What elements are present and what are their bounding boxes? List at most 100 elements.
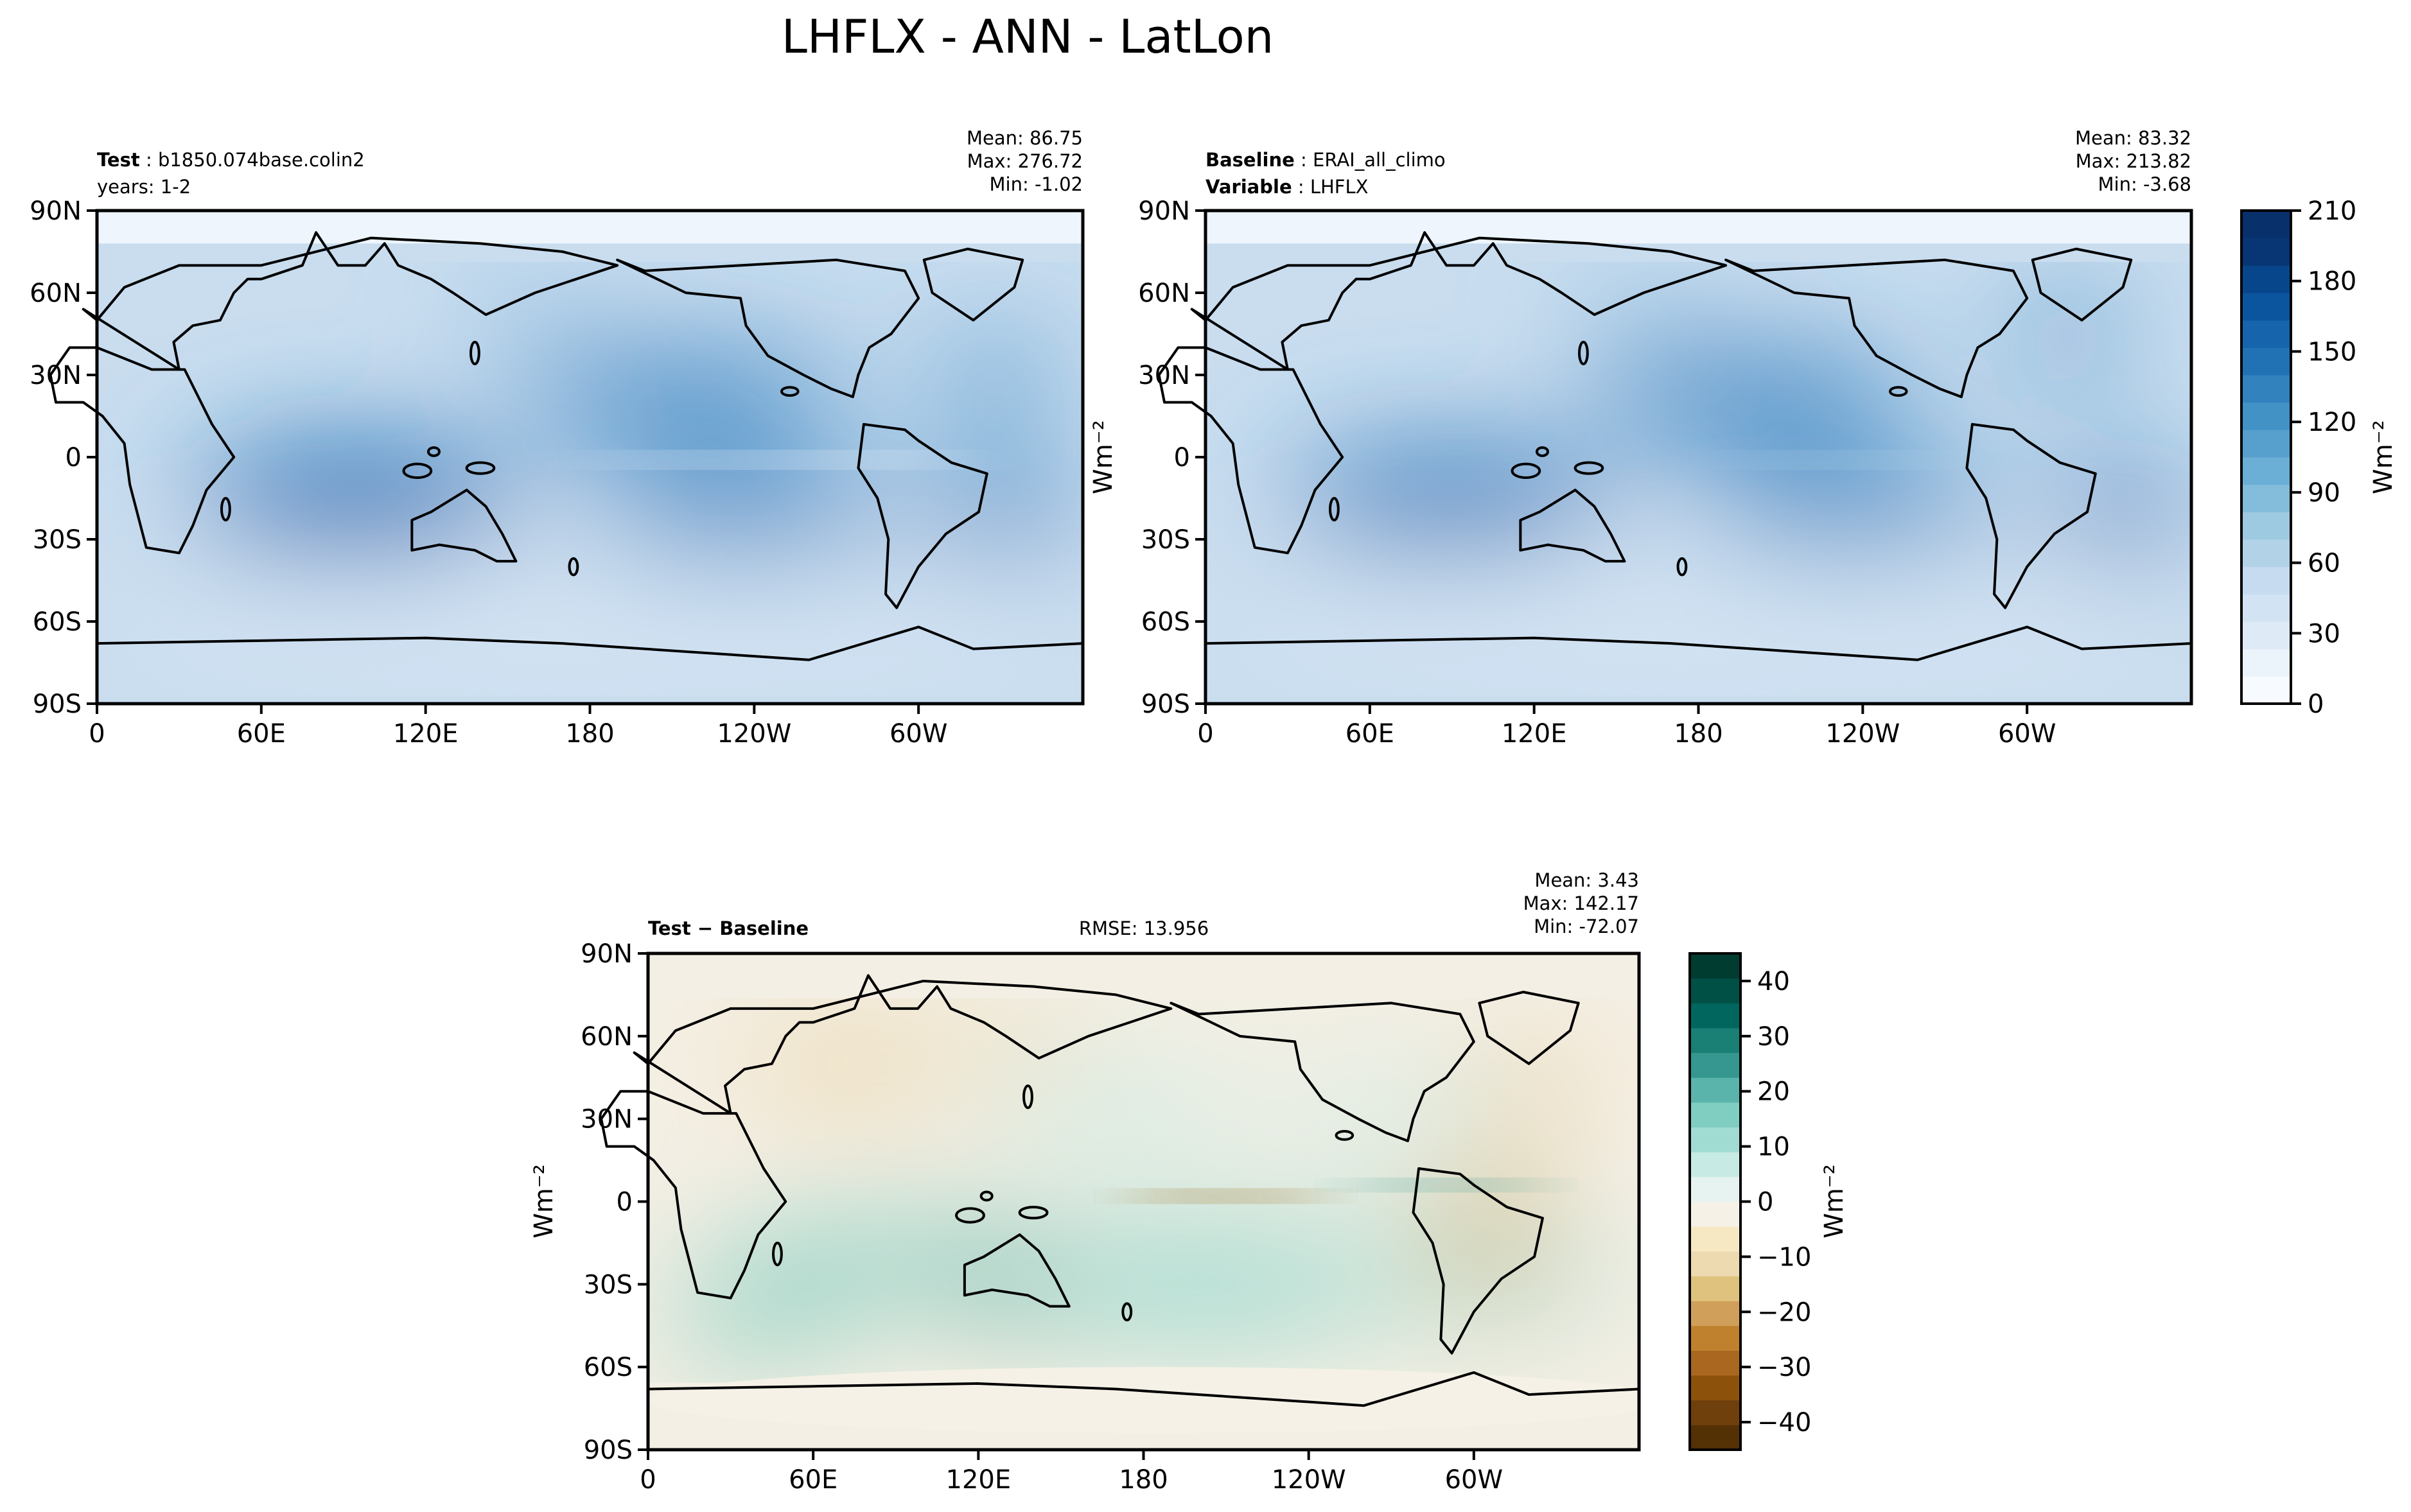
x-tick-label: 180 (1119, 1465, 1168, 1495)
test-label: Test : b1850.074base.colin2 (97, 149, 365, 171)
coastline-2 (601, 1091, 785, 1298)
y-tick-label: 90S (584, 1436, 633, 1465)
colorbar-band (1690, 1350, 1740, 1376)
y-tick-label: 60N (1138, 279, 1190, 308)
colorbar-tick-label: 180 (2308, 267, 2356, 297)
island-5 (1123, 1303, 1131, 1320)
baseline-label: Baseline : ERAI_all_climo (1206, 149, 1446, 171)
colorbar-band (2241, 594, 2291, 622)
test-years: years: 1-2 (97, 176, 191, 198)
colorbar-tick-label: 120 (2308, 408, 2356, 437)
colorbar-band (2241, 539, 2291, 568)
test-field (97, 211, 1083, 704)
island-4 (1537, 448, 1548, 456)
colorbar-tick-label: −30 (1757, 1353, 1811, 1382)
y-tick-label: 30S (1141, 525, 1190, 555)
diff-min: Min: -72.07 (1534, 916, 1639, 937)
test-axes: 0 60E 120E 180 120W 60W 90N 60N 30N 0 30S 60S 90S (30, 196, 947, 749)
y-tick-label: 60N (30, 279, 82, 308)
y-tick-label: 0 (66, 443, 82, 473)
colorbar-band (1690, 1127, 1740, 1152)
colorbar-tick-label: 30 (1757, 1022, 1790, 1052)
x-tick-label: 60E (1346, 719, 1394, 749)
x-tick-label: 0 (1197, 719, 1213, 749)
test-max: Max: 276.72 (967, 150, 1083, 172)
diff-mean: Mean: 3.43 (1534, 869, 1639, 891)
y-tick-label: 60N (581, 1022, 633, 1052)
diff-colorbar-label: Wm⁻² (1819, 1164, 1849, 1238)
y-tick-label: 30S (584, 1270, 633, 1299)
colorbar-band (2241, 457, 2291, 485)
coastline-1 (635, 975, 1171, 1113)
y-tick-label: 90S (33, 690, 82, 719)
colorbar-band (1690, 1201, 1740, 1227)
y-tick-label: 90N (1138, 196, 1190, 226)
x-tick-label: 60W (1445, 1465, 1503, 1495)
y-tick-label: 30N (30, 361, 82, 390)
colorbar-tick-label: 0 (2308, 690, 2324, 719)
figure-title: LHFLX - ANN - LatLon (782, 10, 1274, 64)
test-mean: Mean: 86.75 (967, 127, 1083, 149)
coastline-3 (965, 1235, 1069, 1307)
coastline-1 (1192, 232, 1726, 369)
x-tick-label: 180 (565, 719, 614, 749)
baseline-panel: Baseline : ERAI_all_climo Variable : LHF… (1138, 127, 2191, 749)
colorbar-band (1690, 1003, 1740, 1029)
coastline-4 (617, 260, 918, 397)
colorbar-tick-label: 0 (1757, 1188, 1773, 1217)
colorbar-tick-label: 150 (2308, 337, 2356, 367)
diff-max: Max: 142.17 (1523, 892, 1639, 914)
test-label-sep: : (140, 149, 158, 171)
baseline-min: Min: -3.68 (2098, 173, 2191, 195)
diff-colorbar-bands (1690, 953, 1740, 1450)
diff-left-units-label: Wm⁻² (529, 1164, 559, 1238)
diff-colorbar-ticks: −40 −30 −20 −10 0 10 20 30 40 (1740, 967, 1811, 1438)
island-1 (773, 1243, 782, 1265)
baseline-field (1206, 211, 2191, 704)
colorbar-band (1690, 978, 1740, 1004)
coastline-3 (1520, 490, 1624, 561)
island-1 (1330, 498, 1338, 520)
colorbar-band (1690, 1176, 1740, 1202)
colorbar-tick-label: 210 (2308, 196, 2356, 226)
coastline-5 (858, 424, 986, 608)
coastline-2 (51, 347, 234, 553)
colorbar-band (2241, 265, 2291, 293)
baseline-axes: 0 60E 120E 180 120W 60W 90N 60N 30N 0 30S 60S 90S (1138, 196, 2056, 749)
colorbar-band (2241, 347, 2291, 376)
colorbar-band (2241, 375, 2291, 403)
coastline-5 (1967, 424, 2095, 608)
colorbar-band (2241, 293, 2291, 321)
x-tick-label: 60W (1998, 719, 2056, 749)
top-panels-units-label: Wm⁻² (1089, 420, 1118, 494)
island-2 (404, 464, 432, 478)
colorbar-tick-label: 60 (2308, 549, 2340, 578)
y-tick-label: 60S (584, 1353, 633, 1382)
colorbar-band (1690, 1325, 1740, 1351)
top-colorbar-bands (2241, 211, 2291, 704)
colorbar-band (1690, 1425, 1740, 1450)
island-4 (428, 448, 439, 456)
diff-label: Test − Baseline (648, 917, 809, 939)
x-tick-label: 0 (640, 1465, 656, 1495)
island-7 (1337, 1131, 1353, 1140)
coastline-6 (1479, 992, 1578, 1064)
colorbar-band (1690, 1102, 1740, 1128)
coastline-6 (924, 249, 1023, 320)
colorbar-band (2241, 402, 2291, 430)
x-tick-label: 120E (1502, 719, 1567, 749)
x-tick-label: 180 (1674, 719, 1723, 749)
colorbar-tick-label: 20 (1757, 1077, 1790, 1107)
coastline-5 (1414, 1169, 1543, 1353)
colorbar-band (1690, 1027, 1740, 1054)
colorbar-band (1690, 1301, 1740, 1326)
y-tick-label: 30N (1138, 361, 1190, 390)
colorbar-band (1690, 1077, 1740, 1103)
island-5 (1678, 559, 1687, 575)
island-6 (1024, 1086, 1032, 1108)
coastline-4 (1171, 1003, 1473, 1141)
colorbar-tick-label: 30 (2308, 619, 2340, 648)
baseline-variable: Variable : LHFLX (1206, 176, 1369, 198)
top-colorbar-ticks: 0 30 60 90 120 150 180 210 (2291, 196, 2356, 719)
diff-rmse: RMSE: 13.956 (1079, 917, 1209, 939)
